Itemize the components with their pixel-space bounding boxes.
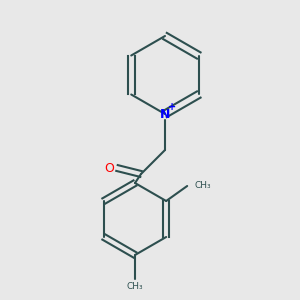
Text: +: +	[168, 101, 177, 112]
Text: CH₃: CH₃	[195, 182, 211, 190]
Text: N: N	[160, 107, 170, 121]
Text: CH₃: CH₃	[127, 282, 143, 291]
Text: O: O	[105, 161, 114, 175]
